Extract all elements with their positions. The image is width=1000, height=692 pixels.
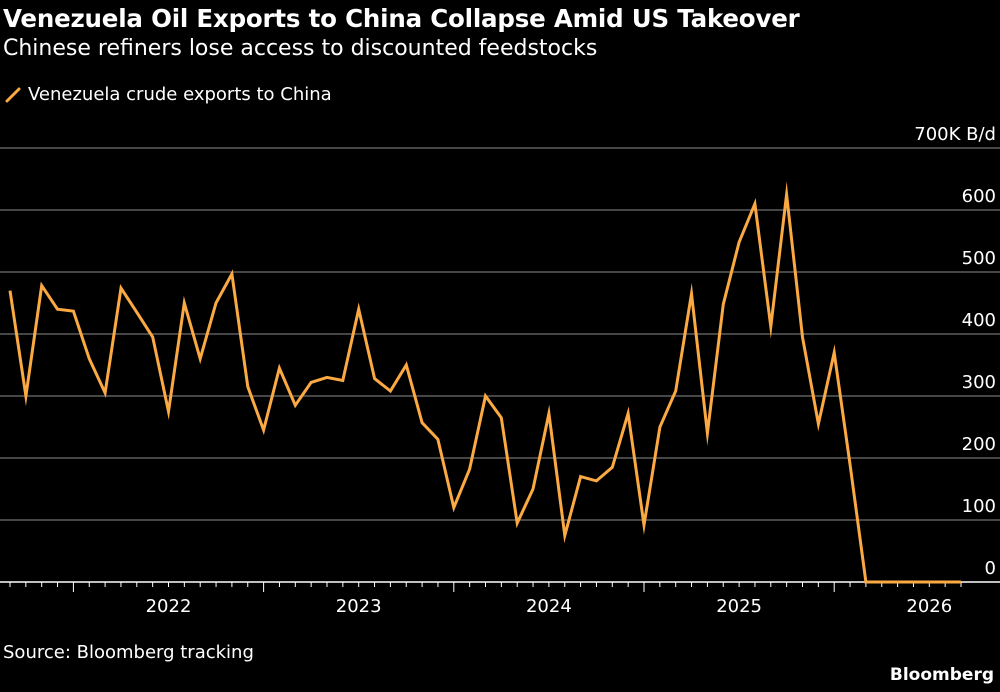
- y-tick-label: 300: [962, 372, 996, 393]
- y-tick-label: 600: [962, 186, 996, 207]
- y-tick-label: 400: [962, 310, 996, 331]
- x-tick-label: 2025: [716, 596, 762, 617]
- legend-label: Venezuela crude exports to China: [28, 84, 332, 105]
- chart-title: Venezuela Oil Exports to China Collapse …: [3, 4, 800, 33]
- line-swatch-icon: [5, 87, 21, 102]
- source-note: Source: Bloomberg tracking: [3, 642, 254, 663]
- y-tick-label: 100: [962, 496, 996, 517]
- x-tick-label: 2023: [336, 596, 382, 617]
- x-tick-label: 2026: [906, 596, 952, 617]
- y-tick-label: 700K B/d: [914, 124, 996, 145]
- y-tick-label: 0: [985, 558, 996, 579]
- legend: Venezuela crude exports to China: [4, 84, 332, 105]
- x-tick-label: 2022: [146, 596, 192, 617]
- chart-subtitle: Chinese refiners lose access to discount…: [3, 36, 598, 61]
- brand-logo: Bloomberg: [889, 665, 994, 685]
- y-tick-label: 200: [962, 434, 996, 455]
- y-tick-label: 500: [962, 248, 996, 269]
- series-line: [8, 181, 961, 584]
- x-tick-label: 2024: [526, 596, 572, 617]
